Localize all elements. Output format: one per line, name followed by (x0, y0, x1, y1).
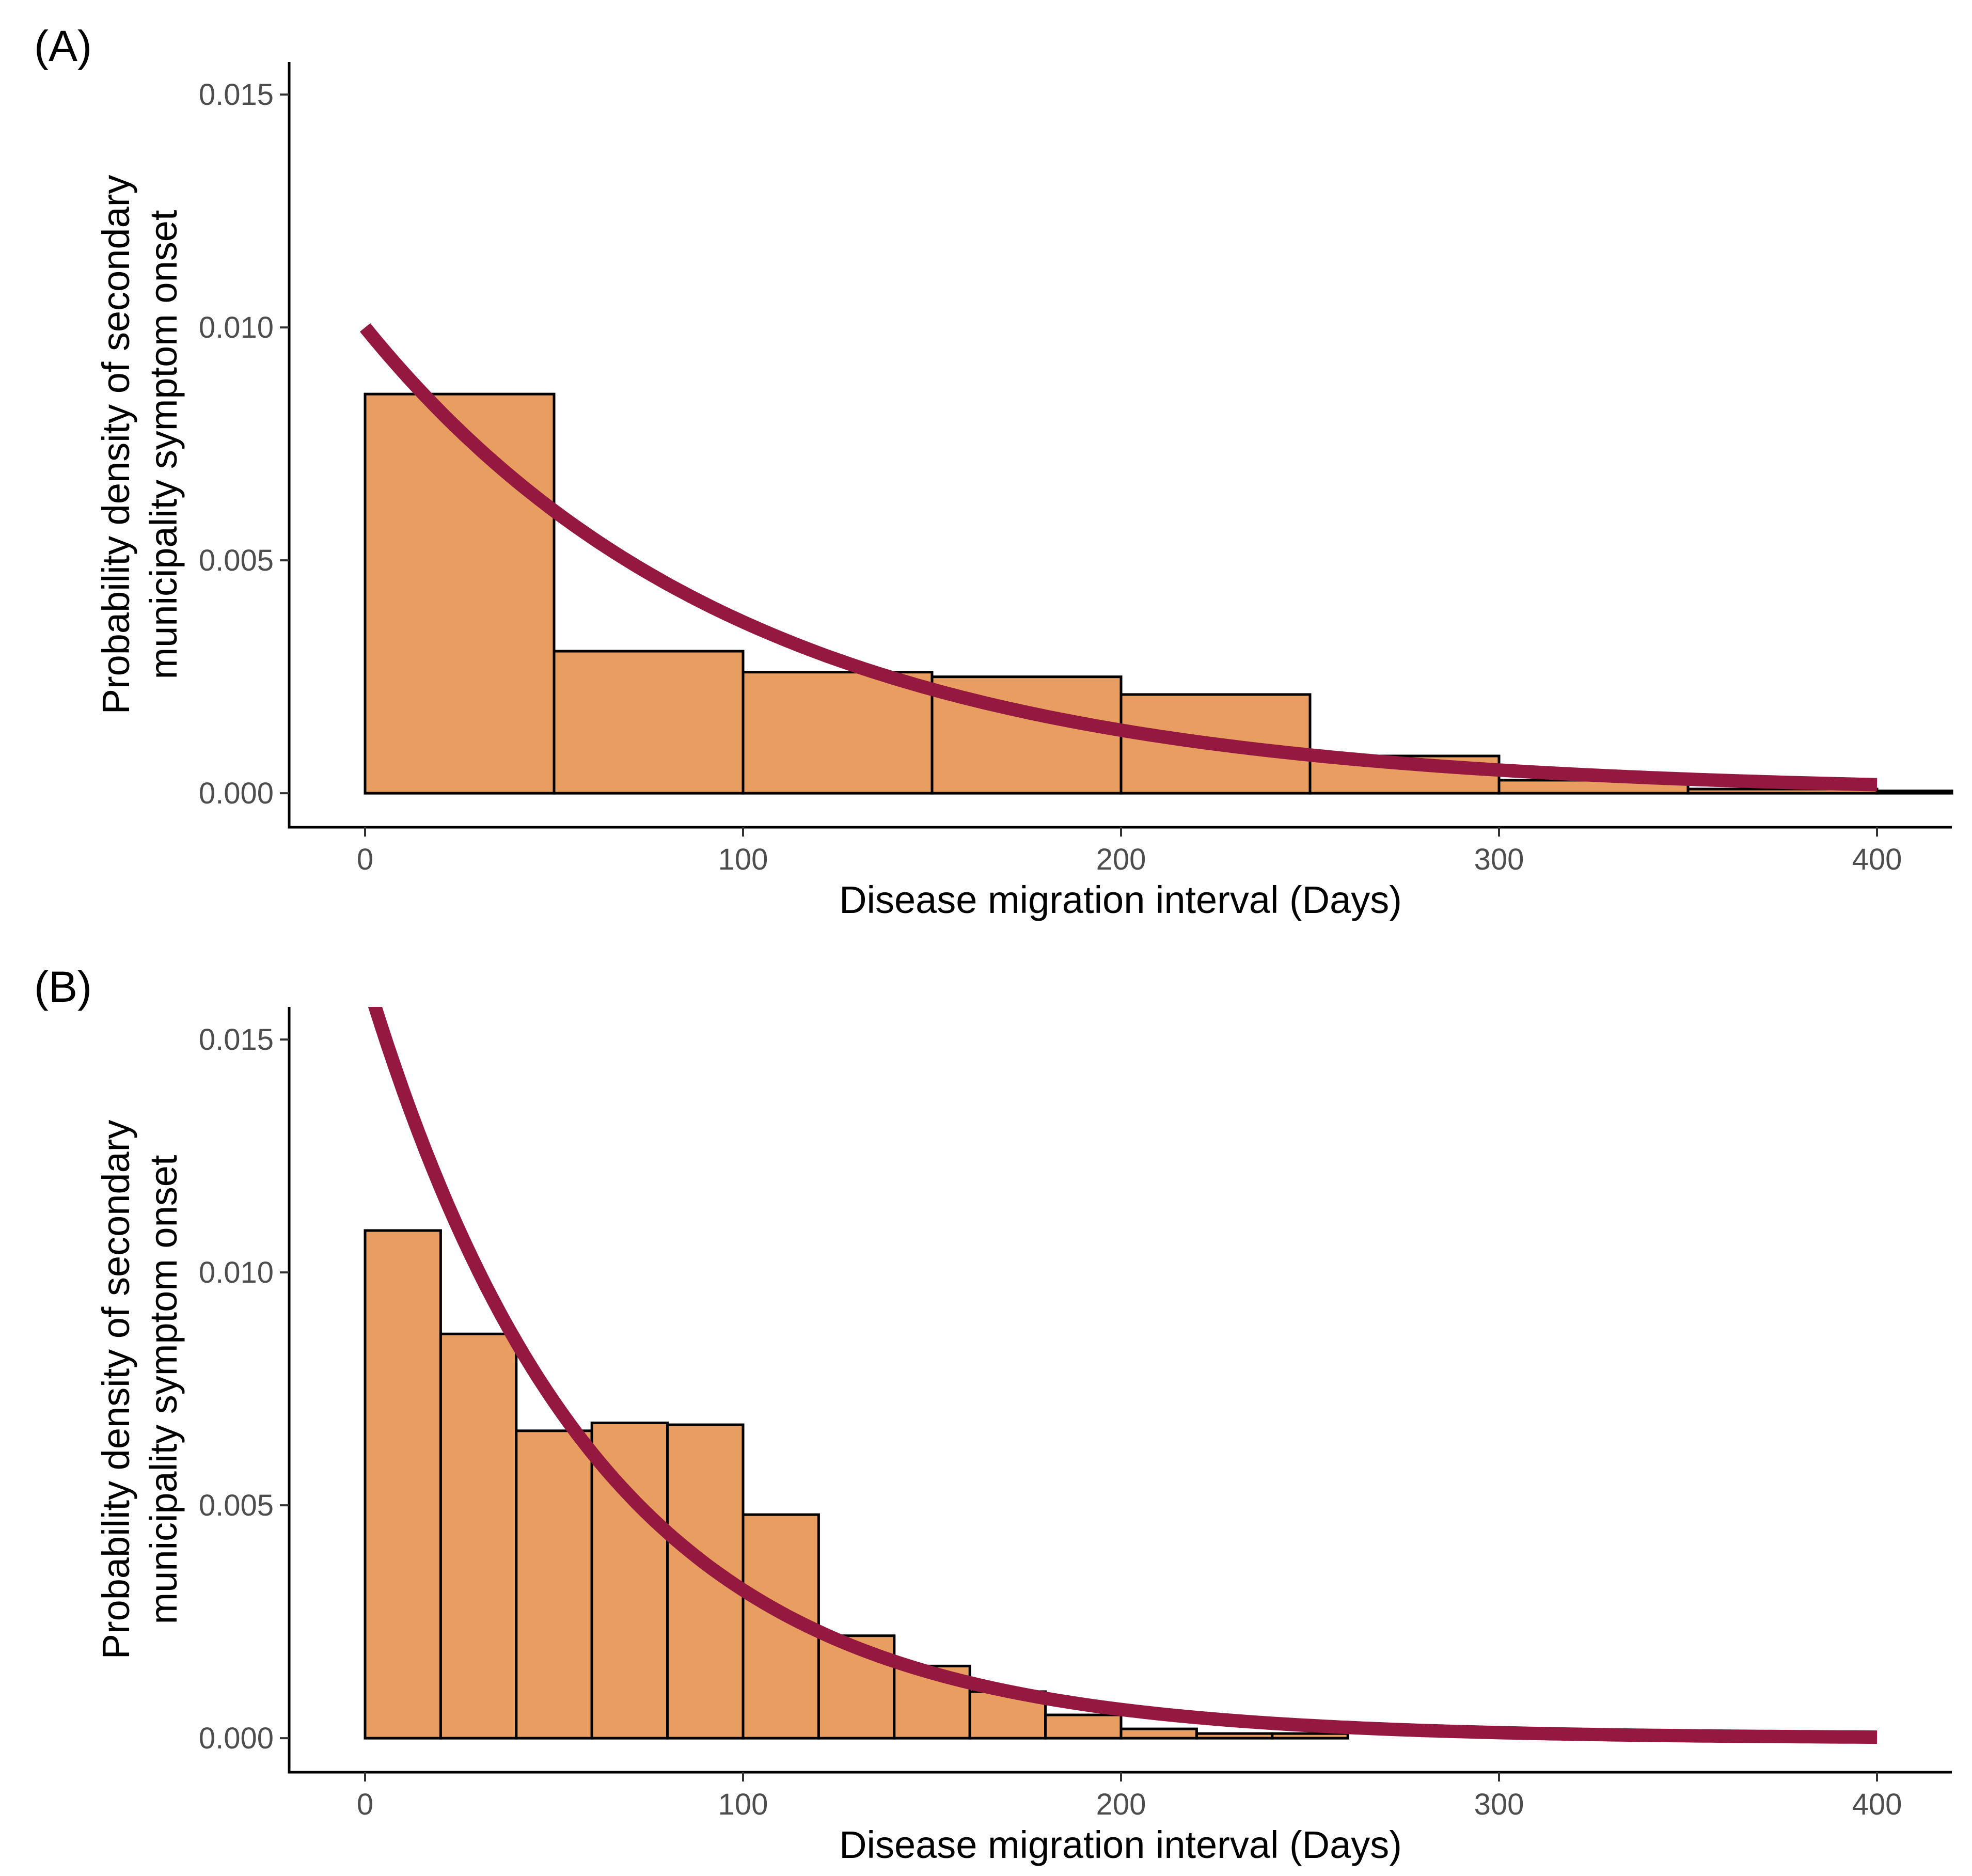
x-axis-title: Disease migration interval (Days) (839, 1823, 1402, 1866)
panel-a: 0.000 0.005 0.010 0.015 0 100 200 300 400 Disease… (34, 22, 1953, 921)
histogram-bar (1875, 790, 1953, 795)
x-tick-label: 200 (1096, 843, 1146, 876)
y-tick-label: 0.015 (199, 1023, 274, 1057)
x-tick-label: 300 (1474, 1788, 1524, 1821)
y-tick-label: 0.000 (199, 777, 274, 810)
histogram-bar (1119, 1727, 1198, 1740)
histogram-bar (1195, 1732, 1274, 1740)
x-tick-label: 200 (1096, 1788, 1146, 1821)
histogram-bar (1044, 1713, 1123, 1740)
x-axis-title: Disease migration interval (Days) (839, 878, 1402, 921)
histogram-bar (553, 650, 745, 795)
axis-lines (288, 1007, 1952, 1774)
histogram-bar (1497, 779, 1690, 795)
panel-label: (A) (34, 22, 92, 70)
y-axis-title-line2: municipality symptom onset (142, 1155, 185, 1624)
histogram-bar (364, 1229, 442, 1740)
x-tick-label: 300 (1474, 843, 1524, 876)
y-axis-title-line2: municipality symptom onset (142, 210, 185, 679)
density-curve (359, 323, 1878, 792)
panel-label: (B) (34, 963, 92, 1011)
y-tick-label: 0.015 (199, 78, 274, 112)
axis-lines (288, 62, 1952, 829)
x-tick-label: 400 (1852, 1788, 1902, 1821)
y-tick-label: 0.005 (199, 544, 274, 577)
density-curve (368, 1007, 1878, 1744)
histogram-bar (515, 1429, 593, 1740)
histogram-bar (1271, 1732, 1349, 1740)
x-tick-label: 100 (718, 1788, 768, 1821)
y-tick-label: 0.010 (199, 1256, 274, 1289)
y-axis-title-line1: Probability density of secondary (94, 1120, 137, 1660)
panel-b: 0.000 0.005 0.010 0.015 0 100 200 300 400 Disease… (34, 963, 1952, 1866)
x-tick-label: 0 (357, 843, 373, 876)
histogram-bar (364, 392, 556, 795)
y-axis-title-line1: Probability density of secondary (94, 175, 137, 715)
histogram-bar (439, 1332, 518, 1740)
y-tick-label: 0.005 (199, 1489, 274, 1522)
y-tick-label: 0.000 (199, 1722, 274, 1755)
x-tick-label: 400 (1852, 843, 1902, 876)
x-tick-label: 100 (718, 843, 768, 876)
y-tick-label: 0.010 (199, 311, 274, 344)
x-tick-label: 0 (357, 1788, 373, 1821)
histogram-bar (742, 671, 934, 795)
